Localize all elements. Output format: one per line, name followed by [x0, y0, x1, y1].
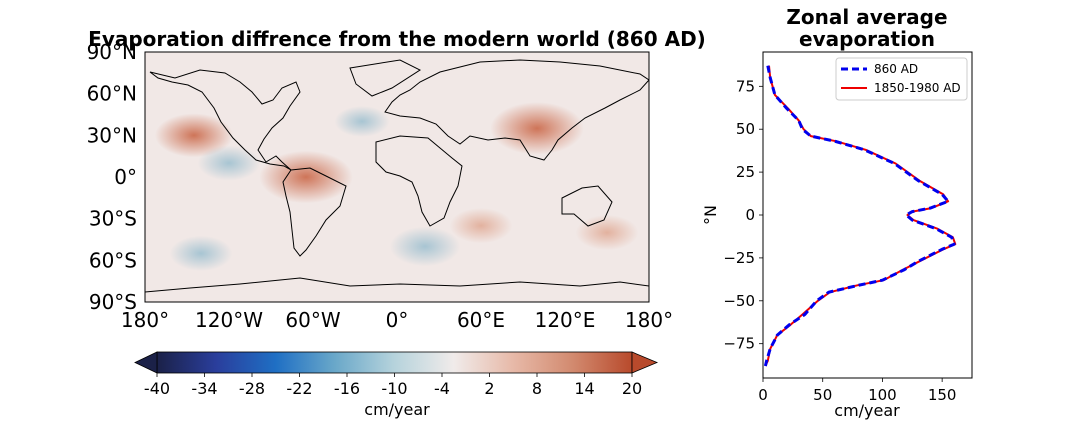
anomaly-layer	[154, 102, 639, 272]
coastline-south-america	[282, 167, 347, 257]
map-lat-tick-label: 90°N	[87, 40, 137, 64]
map-lat-tick-label: 30°S	[89, 207, 137, 231]
colorbar-tick-label: -10	[381, 379, 407, 398]
map-lon-tick-label: 120°E	[535, 308, 596, 332]
map-lat-tick-label: 60°N	[87, 82, 137, 106]
colorbar-tick-label: -16	[334, 379, 360, 398]
colorbar-high-extension	[631, 351, 659, 374]
anomaly-blob	[389, 226, 461, 267]
map-lon-ticks: 180° 120°W 60°W 0° 60°E 120°E 180°	[121, 308, 673, 332]
zonal-x-tick-label: 50	[813, 386, 832, 404]
map-lon-tick-label: 0°	[386, 308, 409, 332]
zonal-lines	[763, 65, 957, 367]
anomaly-blob	[259, 150, 353, 204]
legend-label-860ad: 860 AD	[874, 62, 918, 76]
zonal-x-tick-label: 100	[868, 386, 897, 404]
colorbar-tick-label: -22	[286, 379, 312, 398]
map-area	[145, 52, 649, 302]
coastlines	[145, 59, 649, 293]
coastline-antarctica	[145, 277, 649, 293]
coastline-eurasia	[384, 59, 649, 161]
map-lon-tick-label: 60°W	[285, 308, 340, 332]
colorbar-tick-label: 2	[484, 379, 494, 398]
map-lon-tick-label: 60°E	[457, 308, 505, 332]
colorbar-label: cm/year	[364, 400, 430, 419]
zonal-series-line	[763, 65, 956, 367]
zonal-y-tick-label: −25	[723, 249, 755, 267]
map-lon-tick-label: 120°W	[195, 308, 263, 332]
zonal-x-tick-label: 0	[758, 386, 768, 404]
anomaly-blob	[490, 102, 584, 155]
zonal-y-label: °N	[701, 205, 720, 225]
coastline-australia	[561, 185, 613, 227]
legend-box	[835, 57, 968, 101]
anomaly-blob	[575, 214, 639, 251]
colorbar-tick-label: 14	[574, 379, 594, 398]
coastline-africa	[375, 135, 463, 227]
colorbar-low-extension	[134, 351, 158, 374]
colorbar-ticks: -40 -34 -28 -22 -16 -10 -4 2 8 14 20	[144, 373, 642, 398]
zonal-title-line-1: Zonal average	[786, 5, 947, 29]
map-lat-tick-label: 60°S	[89, 248, 137, 272]
zonal-y-tick-label: 0	[745, 206, 755, 224]
colorbar-tick-label: -28	[239, 379, 265, 398]
map-lat-tick-label: 30°N	[87, 123, 137, 147]
colorbar-tick-label: -34	[191, 379, 217, 398]
colorbar-tick-label: 20	[622, 379, 642, 398]
map-lon-tick-label: 180°	[121, 308, 169, 332]
zonal-y-tick-label: 25	[736, 163, 755, 181]
zonal-y-tick-label: 75	[736, 77, 755, 95]
map-lat-tick-label: 0°	[114, 165, 137, 189]
zonal-x-ticks: 0 50 100 150	[758, 378, 956, 404]
zonal-axes-frame	[762, 51, 973, 379]
zonal-legend: 860 AD 1850-1980 AD	[835, 57, 968, 101]
coastline-greenland	[349, 59, 422, 97]
colorbar-tick-label: 8	[532, 379, 542, 398]
zonal-y-ticks: 75 50 25 0 −25 −50 −75	[723, 77, 763, 353]
colorbar: -40 -34 -28 -22 -16 -10 -4 2 8 14 20 cm/year	[134, 351, 659, 419]
legend-label-modern: 1850-1980 AD	[874, 81, 961, 95]
zonal-x-tick-label: 150	[928, 386, 957, 404]
map-frame	[144, 51, 650, 303]
zonal-y-tick-label: −75	[723, 335, 755, 353]
anomaly-blob	[154, 113, 234, 158]
coastline-north-america	[149, 69, 301, 171]
map-lat-tick-label: 90°S	[89, 290, 137, 314]
anomaly-blob	[169, 235, 233, 272]
zonal-title-line-2: evaporation	[799, 27, 935, 51]
zonal-x-label: cm/year	[834, 401, 900, 420]
zonal-y-tick-label: −50	[723, 292, 755, 310]
anomaly-blob	[449, 207, 513, 244]
anomaly-blob	[197, 145, 261, 181]
zonal-y-tick-label: 50	[736, 120, 755, 138]
colorbar-tick-label: -40	[144, 379, 170, 398]
map-title: Evaporation diffrence from the modern wo…	[88, 27, 706, 51]
map-lon-tick-label: 180°	[625, 308, 673, 332]
anomaly-blob	[334, 105, 390, 137]
colorbar-tick-label: -4	[434, 379, 450, 398]
map-lat-ticks: 90°N 60°N 30°N 0° 30°S 60°S 90°S	[87, 40, 137, 314]
colorbar-body	[156, 351, 633, 374]
